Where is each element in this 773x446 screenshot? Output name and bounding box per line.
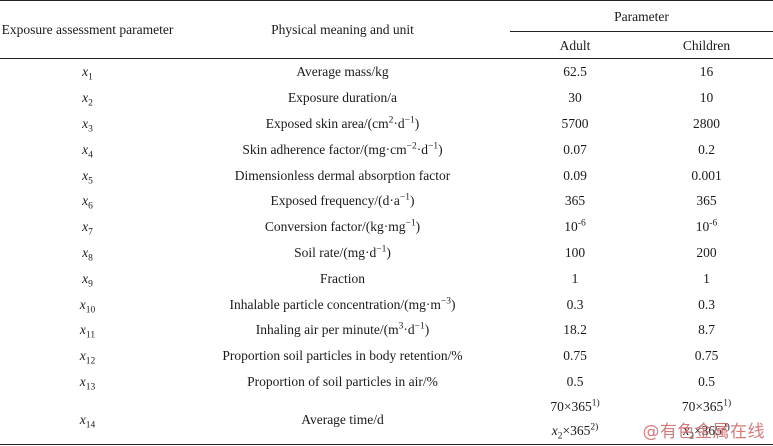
param-symbol: x9 <box>82 270 93 290</box>
table-row: x12 Proportion soil particles in body re… <box>0 343 773 369</box>
param-symbol: x3 <box>82 115 93 135</box>
param-meaning: Inhalable particle concentration/(mg·m−3… <box>229 296 456 312</box>
adult-value: 10-6 <box>564 218 586 235</box>
children-value: 1 <box>703 270 710 286</box>
adult-value: 0.5 <box>566 373 584 389</box>
param-symbol: x2 <box>82 90 93 109</box>
param-meaning: Dimensionless dermal absorption factor <box>234 167 451 183</box>
param-symbol: x13 <box>79 373 96 393</box>
param-symbol: x7 <box>82 219 93 238</box>
adult-value: 100 <box>564 244 586 260</box>
children-value: 8.7 <box>698 322 715 338</box>
children-value: 16 <box>699 64 714 80</box>
param-symbol: x10 <box>79 296 96 316</box>
param-meaning: Average mass/kg <box>296 64 389 80</box>
children-value: 10-6 <box>695 218 718 235</box>
table-row: x4 Skin adherence factor/(mg·cm−2·d−1) 0… <box>0 136 773 162</box>
children-value: 70×3651) x2×3652) <box>681 398 732 443</box>
param-meaning: Exposed skin area/(cm2·d−1) <box>265 115 420 131</box>
table-row: x1 Average mass/kg 62.5 16 <box>0 59 773 85</box>
header-physical-meaning: Physical meaning and unit <box>175 0 510 59</box>
table-row: x11 Inhaling air per minute/(m3·d−1) 18.… <box>0 317 773 343</box>
table-row: x2 Exposure duration/a 30 10 <box>0 85 773 111</box>
children-value: 10 <box>699 90 714 106</box>
watermark: @有色金属在线 <box>642 422 765 442</box>
table-row: x7 Conversion factor/(kg·mg−1) 10-6 10-6 <box>0 214 773 240</box>
header-children: Children <box>640 31 773 59</box>
children-value: 0.75 <box>694 348 719 364</box>
adult-value: 5700 <box>561 115 589 131</box>
adult-value: 0.75 <box>563 348 587 364</box>
param-symbol: x8 <box>82 244 93 264</box>
param-meaning: Soil rate/(mg·d−1) <box>294 244 391 260</box>
param-meaning: Fraction <box>320 270 365 286</box>
param-symbol: x1 <box>82 64 93 84</box>
param-meaning: Inhaling air per minute/(m3·d−1) <box>255 321 430 338</box>
header-exposure-parameter: Exposure assessment parameter <box>0 0 175 59</box>
table-row: x8 Soil rate/(mg·d−1) 100 200 <box>0 240 773 266</box>
param-meaning: Proportion soil particles in body retent… <box>222 348 463 364</box>
children-value: 365 <box>696 193 717 209</box>
param-symbol: x11 <box>79 322 96 342</box>
param-meaning: Proportion of soil particles in air/% <box>247 373 438 389</box>
param-meaning: Exposure duration/a <box>287 90 398 106</box>
param-meaning: Exposed frequency/(d·a−1) <box>270 192 415 209</box>
header-adult: Adult <box>510 31 640 59</box>
adult-value: 1 <box>571 270 579 286</box>
children-value: 0.001 <box>691 167 722 183</box>
param-meaning: Average time/d <box>301 411 384 427</box>
adult-value: 62.5 <box>563 64 587 80</box>
table-row: x14 Average time/d 70×3651) x2×3652) 70×… <box>0 394 773 445</box>
param-symbol: x6 <box>82 193 93 213</box>
adult-value: 70×3651) x2×3652) <box>550 398 600 443</box>
children-value: 200 <box>696 244 717 260</box>
adult-value: 30 <box>568 90 582 106</box>
param-symbol: x4 <box>82 141 93 161</box>
adult-value: 365 <box>564 193 586 209</box>
table-row: x3 Exposed skin area/(cm2·d−1) 5700 2800 <box>0 111 773 137</box>
adult-value: 0.09 <box>563 167 587 183</box>
children-value: 0.2 <box>698 141 715 157</box>
table-row: x6 Exposed frequency/(d·a−1) 365 365 <box>0 188 773 214</box>
param-symbol: x12 <box>79 348 96 367</box>
table-row: x13 Proportion of soil particles in air/… <box>0 369 773 395</box>
children-value: 0.5 <box>698 373 715 389</box>
header-parameter-group: Parameter <box>510 0 773 32</box>
adult-value: 0.3 <box>566 296 584 312</box>
adult-value: 18.2 <box>563 322 587 338</box>
param-symbol: x14 <box>79 411 96 431</box>
table-row: x10 Inhalable particle concentration/(mg… <box>0 291 773 317</box>
param-meaning: Conversion factor/(kg·mg−1) <box>264 218 421 235</box>
adult-value: 0.07 <box>563 141 587 157</box>
table-row: x9 Fraction 1 1 <box>0 265 773 291</box>
param-meaning: Skin adherence factor/(mg·cm−2·d−1) <box>242 141 443 157</box>
table-row: x5 Dimensionless dermal absorption facto… <box>0 162 773 188</box>
children-value: 2800 <box>693 115 720 131</box>
param-symbol: x5 <box>82 167 93 187</box>
children-value: 0.3 <box>698 296 715 312</box>
